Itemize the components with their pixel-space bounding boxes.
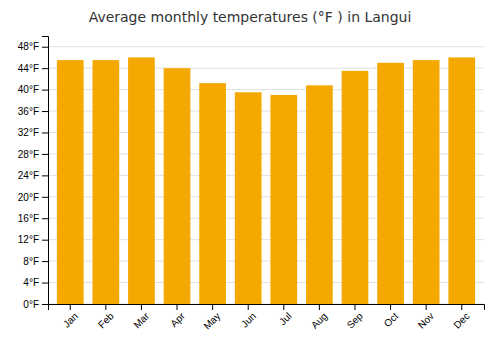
tick-label: 8°F: [23, 256, 39, 267]
tick-label: 16°F: [18, 213, 39, 224]
tick-label: Sep: [345, 310, 366, 331]
tick-label: Dec: [451, 310, 471, 330]
tick: Jan: [61, 304, 80, 330]
tick-mark: [42, 197, 48, 198]
tick-mark: [354, 304, 355, 310]
tick-mark: [42, 283, 48, 284]
bar: [92, 60, 119, 304]
bar: [164, 68, 191, 304]
tick: 40°F: [18, 84, 48, 95]
tick-label: Jun: [239, 310, 258, 329]
bar: [306, 85, 333, 304]
bar: [342, 71, 369, 304]
tick-label: Jul: [277, 310, 294, 327]
tick: Feb: [96, 304, 116, 330]
tick-mark: [42, 47, 48, 48]
chart: Average monthly temperatures (°F ) in La…: [0, 0, 500, 350]
tick-label: May: [201, 310, 222, 331]
tick-label: Apr: [168, 310, 187, 329]
bar: [448, 57, 475, 304]
tick-mark: [42, 154, 48, 155]
tick-mark: [70, 304, 71, 310]
tick-mark: [42, 304, 48, 305]
bar: [235, 92, 262, 304]
tick: Jun: [239, 304, 258, 330]
bars: [57, 57, 475, 304]
tick: 48°F: [18, 41, 48, 52]
tick-mark: [42, 261, 48, 262]
tick-label: 32°F: [18, 127, 39, 138]
tick-mark: [283, 304, 284, 310]
tick-mark: [461, 304, 462, 310]
tick-mark: [141, 304, 142, 310]
tick-label: Mar: [131, 310, 151, 330]
tick-label: Feb: [96, 310, 116, 330]
tick: Sep: [345, 304, 366, 331]
tick: 8°F: [23, 256, 48, 267]
title: Average monthly temperatures (°F ) in La…: [89, 9, 412, 25]
tick: 0°F: [23, 299, 48, 310]
tick-mark: [42, 111, 48, 112]
plot: 0°F 4°F 8°F 12°F 16°F 20°F 24°F 28°F 32°F 36°F 40°…: [18, 37, 485, 332]
tick-mark: [42, 132, 48, 133]
bar: [128, 57, 155, 304]
tick: Aug: [309, 304, 329, 331]
tick-label: 4°F: [23, 277, 39, 288]
tick-mark: [426, 304, 427, 310]
tick-label: 48°F: [18, 41, 39, 52]
tick-label: Jan: [61, 310, 80, 329]
tick: Apr: [168, 304, 187, 329]
tick: 44°F: [18, 63, 48, 74]
tick: 28°F: [18, 149, 48, 160]
tick-label: 36°F: [18, 106, 39, 117]
tick: Dec: [451, 304, 471, 331]
tick: May: [201, 304, 222, 332]
tick: 32°F: [18, 127, 48, 138]
tick-mark: [42, 175, 48, 176]
tick-mark: [248, 304, 249, 310]
tick-label: 0°F: [23, 299, 39, 310]
bar: [377, 63, 404, 304]
x-axis: Jan Feb Mar Apr May Jun Jul Aug Sep Oct Nov Dec: [49, 304, 485, 332]
axis-line: [42, 37, 49, 305]
tick-mark: [42, 68, 48, 69]
bar: [199, 83, 226, 304]
tick-label: 24°F: [18, 170, 39, 181]
tick-mark: [42, 240, 48, 241]
bar: [413, 60, 440, 304]
tick-label: 44°F: [18, 63, 39, 74]
tick: 36°F: [18, 106, 48, 117]
tick: Jul: [277, 304, 294, 327]
bar: [270, 95, 297, 304]
tick-label: Aug: [309, 310, 329, 330]
tick-mark: [42, 218, 48, 219]
tick-mark: [212, 304, 213, 310]
grid-line: [48, 46, 484, 47]
tick-label: 20°F: [18, 192, 39, 203]
tick-mark: [105, 304, 106, 310]
tick-mark: [42, 90, 48, 91]
tick-mark: [390, 304, 391, 310]
tick-label: 28°F: [18, 149, 39, 160]
tick: 24°F: [18, 170, 48, 181]
tick: Nov: [416, 304, 436, 331]
tick: 12°F: [18, 234, 48, 245]
y-axis: 0°F 4°F 8°F 12°F 16°F 20°F 24°F 28°F 32°F 36°F 40°…: [18, 37, 49, 310]
bar: [57, 60, 84, 304]
tick-label: 40°F: [18, 84, 39, 95]
tick: 16°F: [18, 213, 48, 224]
tick-mark: [177, 304, 178, 310]
tick: 4°F: [23, 277, 48, 288]
tick: Mar: [131, 304, 151, 330]
tick-label: 12°F: [18, 234, 39, 245]
grid: [48, 47, 484, 304]
axis-line: [49, 305, 485, 311]
tick: Oct: [382, 304, 401, 329]
tick-mark: [319, 304, 320, 310]
tick-label: Oct: [382, 310, 401, 329]
tick: 20°F: [18, 192, 48, 203]
tick-label: Nov: [416, 310, 436, 330]
